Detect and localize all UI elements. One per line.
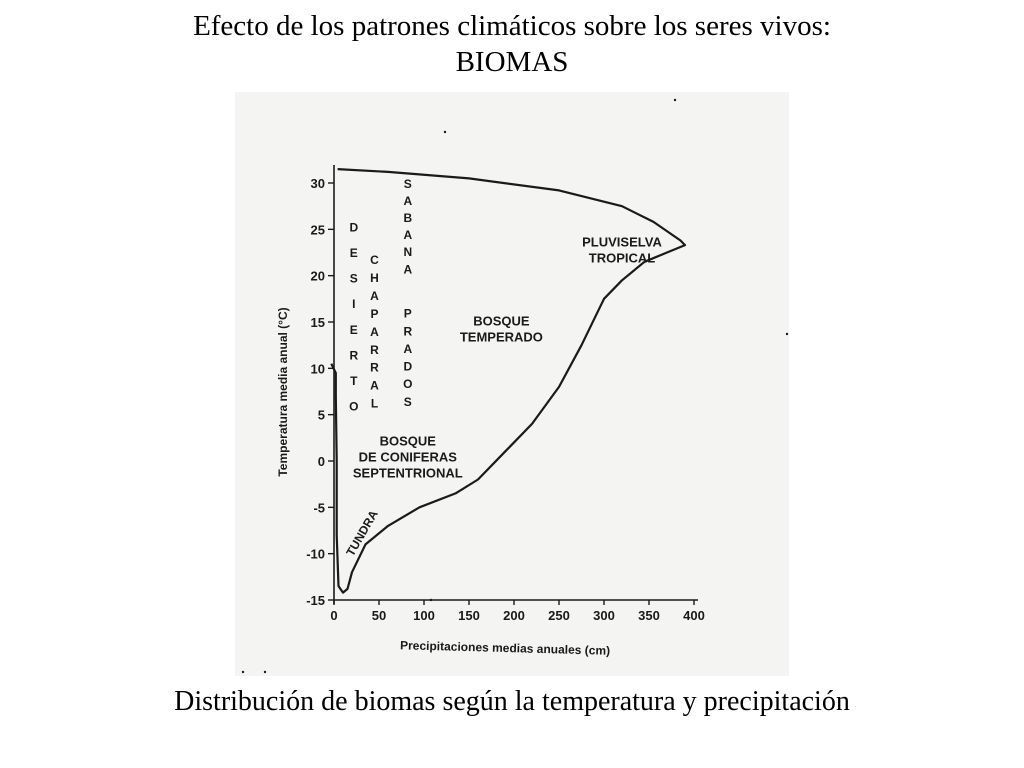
region-label-sabana-letter: A bbox=[403, 262, 412, 276]
x-tick-label: 200 bbox=[503, 608, 525, 623]
region-label-pluviselva-tropical: TROPICAL bbox=[589, 251, 656, 266]
region-label-chaparral-letter: P bbox=[370, 307, 378, 321]
y-tick-label: 0 bbox=[318, 454, 325, 469]
region-label-desierto-letter: R bbox=[349, 348, 358, 362]
slide-caption: Distribución de biomas según la temperat… bbox=[174, 686, 850, 717]
region-label-prados-letter: A bbox=[403, 342, 412, 356]
region-label-bosque-de-coniferas-septentrional: DE CONIFERAS bbox=[359, 449, 458, 464]
region-label-sabana-letter: S bbox=[404, 177, 412, 191]
region-label-desierto-letter: I bbox=[352, 297, 355, 311]
region-label-bosque-temperado: TEMPERADO bbox=[460, 329, 543, 344]
x-tick-label: 0 bbox=[330, 608, 337, 623]
x-tick-label: 400 bbox=[683, 608, 705, 623]
x-tick-label: 350 bbox=[638, 608, 660, 623]
y-tick-label: -10 bbox=[306, 547, 325, 562]
region-label-prados-letter: P bbox=[404, 307, 412, 321]
biome-chart-scan: 30 25 20 15 10 5 0 -5 -10 -15 0 50 100 150 200 250 300 35… bbox=[235, 92, 789, 676]
region-label-prados-letter: S bbox=[404, 395, 412, 409]
x-tick-label: 250 bbox=[548, 608, 570, 623]
region-label-bosque-temperado: BOSQUE bbox=[473, 313, 530, 328]
region-label-bosque-de-coniferas-septentrional: SEPTENTRIONAL bbox=[353, 465, 463, 480]
scan-speck bbox=[443, 130, 447, 134]
y-tick-label: 15 bbox=[311, 315, 325, 330]
region-label-sabana-letter: B bbox=[403, 211, 412, 225]
region-label-bosque-de-coniferas-septentrional: BOSQUE bbox=[380, 433, 437, 448]
biome-boundary-curve bbox=[330, 168, 687, 594]
region-label-sabana-letter: A bbox=[403, 194, 412, 208]
region-label-desierto-letter: E bbox=[350, 246, 358, 260]
y-tick-label: 5 bbox=[318, 408, 325, 423]
region-label-desierto-letter: E bbox=[350, 323, 358, 337]
y-tick-label: -15 bbox=[306, 593, 325, 608]
scan-speck bbox=[263, 670, 267, 674]
region-label-chaparral-letter: R bbox=[370, 343, 379, 357]
region-label-desierto-letter: T bbox=[350, 374, 358, 388]
slide-title-line-2: BIOMAS bbox=[455, 46, 569, 78]
slide-title-line-1: Efecto de los patrones climáticos sobre … bbox=[193, 10, 831, 42]
region-label-desierto-letter: S bbox=[350, 272, 358, 286]
scan-speck bbox=[785, 332, 789, 336]
x-tick-label: 100 bbox=[413, 608, 435, 623]
region-label-prados-letter: O bbox=[403, 377, 412, 391]
region-label-prados-letter: R bbox=[403, 324, 412, 338]
y-tick-label: 30 bbox=[311, 176, 325, 191]
region-label-prados-letter: D bbox=[403, 360, 412, 374]
region-label-chaparral-letter: L bbox=[371, 397, 378, 411]
y-tick-label: 20 bbox=[311, 269, 325, 284]
region-label-chaparral-letter: A bbox=[370, 325, 379, 339]
region-label-chaparral-letter: A bbox=[370, 379, 379, 393]
region-label-pluviselva-tropical: PLUVISELVA bbox=[582, 235, 662, 250]
region-label-chaparral-letter: H bbox=[370, 271, 379, 285]
x-tick-label: 50 bbox=[372, 608, 386, 623]
region-label-chaparral-letter: R bbox=[370, 361, 379, 375]
y-tick-label: 10 bbox=[311, 361, 325, 376]
y-axis-title: Temperatura media anual (°C) bbox=[276, 307, 290, 476]
region-label-desierto-letter: O bbox=[349, 399, 358, 413]
scan-speck bbox=[241, 670, 245, 674]
region-label-sabana-letter: A bbox=[403, 228, 412, 242]
region-label-desierto-letter: D bbox=[349, 221, 358, 235]
x-axis-title: Precipitaciones medias anuales (cm) bbox=[400, 638, 610, 657]
scan-speck bbox=[429, 598, 433, 602]
x-tick-label: 150 bbox=[458, 608, 480, 623]
region-label-chaparral-letter: C bbox=[370, 253, 379, 267]
scan-speck bbox=[673, 98, 677, 102]
region-label-chaparral-letter: A bbox=[370, 289, 379, 303]
region-label-sabana-letter: N bbox=[403, 245, 412, 259]
slide-title: Efecto de los patrones climáticos sobre … bbox=[0, 8, 1024, 80]
y-tick-label: 25 bbox=[311, 222, 325, 237]
y-tick-label: -5 bbox=[313, 500, 325, 515]
x-tick-label: 300 bbox=[593, 608, 615, 623]
